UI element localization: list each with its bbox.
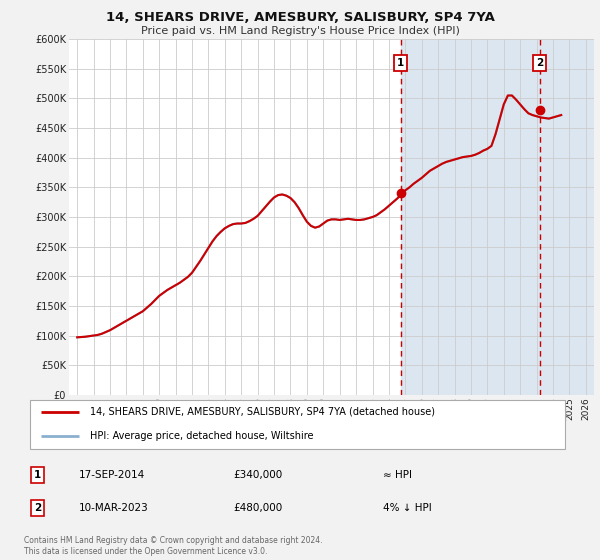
Text: £480,000: £480,000 xyxy=(234,503,283,513)
Text: 4% ↓ HPI: 4% ↓ HPI xyxy=(383,503,431,513)
FancyBboxPatch shape xyxy=(29,400,565,449)
Text: 2: 2 xyxy=(536,58,544,68)
Bar xyxy=(401,39,600,395)
Text: 1: 1 xyxy=(34,470,41,480)
Text: Price paid vs. HM Land Registry's House Price Index (HPI): Price paid vs. HM Land Registry's House … xyxy=(140,26,460,36)
Text: 10-MAR-2023: 10-MAR-2023 xyxy=(79,503,149,513)
Text: £340,000: £340,000 xyxy=(234,470,283,480)
Text: 14, SHEARS DRIVE, AMESBURY, SALISBURY, SP4 7YA: 14, SHEARS DRIVE, AMESBURY, SALISBURY, S… xyxy=(106,11,494,25)
Text: 1: 1 xyxy=(397,58,404,68)
Text: 2: 2 xyxy=(34,503,41,513)
Text: 17-SEP-2014: 17-SEP-2014 xyxy=(79,470,145,480)
Text: ≈ HPI: ≈ HPI xyxy=(383,470,412,480)
Text: Contains HM Land Registry data © Crown copyright and database right 2024.
This d: Contains HM Land Registry data © Crown c… xyxy=(24,536,323,556)
Text: 14, SHEARS DRIVE, AMESBURY, SALISBURY, SP4 7YA (detached house): 14, SHEARS DRIVE, AMESBURY, SALISBURY, S… xyxy=(90,407,435,417)
Text: HPI: Average price, detached house, Wiltshire: HPI: Average price, detached house, Wilt… xyxy=(90,431,314,441)
